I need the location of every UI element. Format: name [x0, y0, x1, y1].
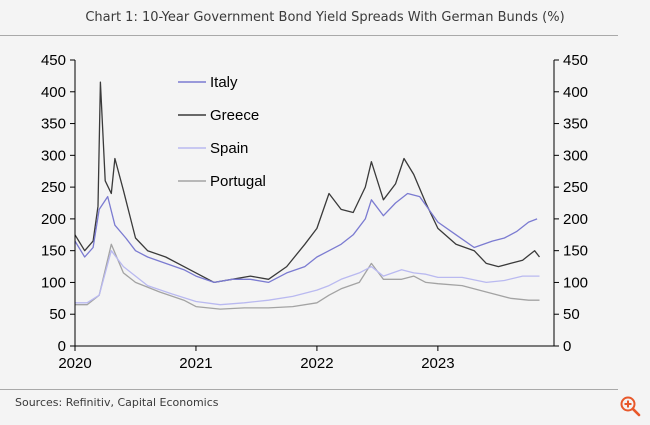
y-tick-label-left: 400 [41, 84, 66, 101]
legend-label-spain: Spain [210, 140, 248, 157]
chart-title: Chart 1: 10-Year Government Bond Yield S… [85, 10, 565, 25]
y-tick-label-left: 450 [41, 52, 66, 69]
x-tick-label: 2021 [179, 355, 212, 372]
legend-label-italy: Italy [210, 74, 238, 91]
y-tick-label-right: 400 [563, 84, 588, 101]
y-tick-label-right: 300 [563, 147, 588, 164]
series-line-italy [74, 192, 538, 284]
bottom-divider [0, 389, 618, 390]
y-tick-label-left: 200 [41, 211, 66, 228]
y-tick-label-left: 0 [58, 338, 66, 355]
series-line-spain [75, 250, 540, 306]
y-tick-label-right: 100 [563, 274, 588, 291]
y-tick-label-right: 200 [563, 211, 588, 228]
y-tick-label-left: 250 [41, 179, 66, 196]
y-tick-label-right: 0 [563, 338, 571, 355]
top-divider [0, 35, 618, 36]
series-line-greece [74, 81, 541, 284]
y-tick-label-right: 450 [563, 52, 588, 69]
zoom-icon[interactable] [619, 395, 641, 417]
legend-label-greece: Greece [210, 107, 259, 124]
y-tick-label-right: 250 [563, 179, 588, 196]
y-tick-label-left: 300 [41, 147, 66, 164]
source-note: Sources: Refinitiv, Capital Economics [15, 396, 219, 409]
series-line-portugal [75, 243, 540, 310]
y-tick-label-right: 50 [563, 306, 580, 323]
y-tick-label-left: 100 [41, 274, 66, 291]
y-tick-label-right: 150 [563, 243, 588, 260]
legend-label-portugal: Portugal [210, 173, 266, 190]
x-tick-label: 2020 [58, 355, 91, 372]
x-tick-label: 2023 [421, 355, 454, 372]
y-tick-label-left: 50 [49, 306, 66, 323]
y-tick-label-right: 350 [563, 116, 588, 133]
x-tick-label: 2022 [300, 355, 333, 372]
y-tick-label-left: 350 [41, 116, 66, 133]
y-tick-label-left: 150 [41, 243, 66, 260]
